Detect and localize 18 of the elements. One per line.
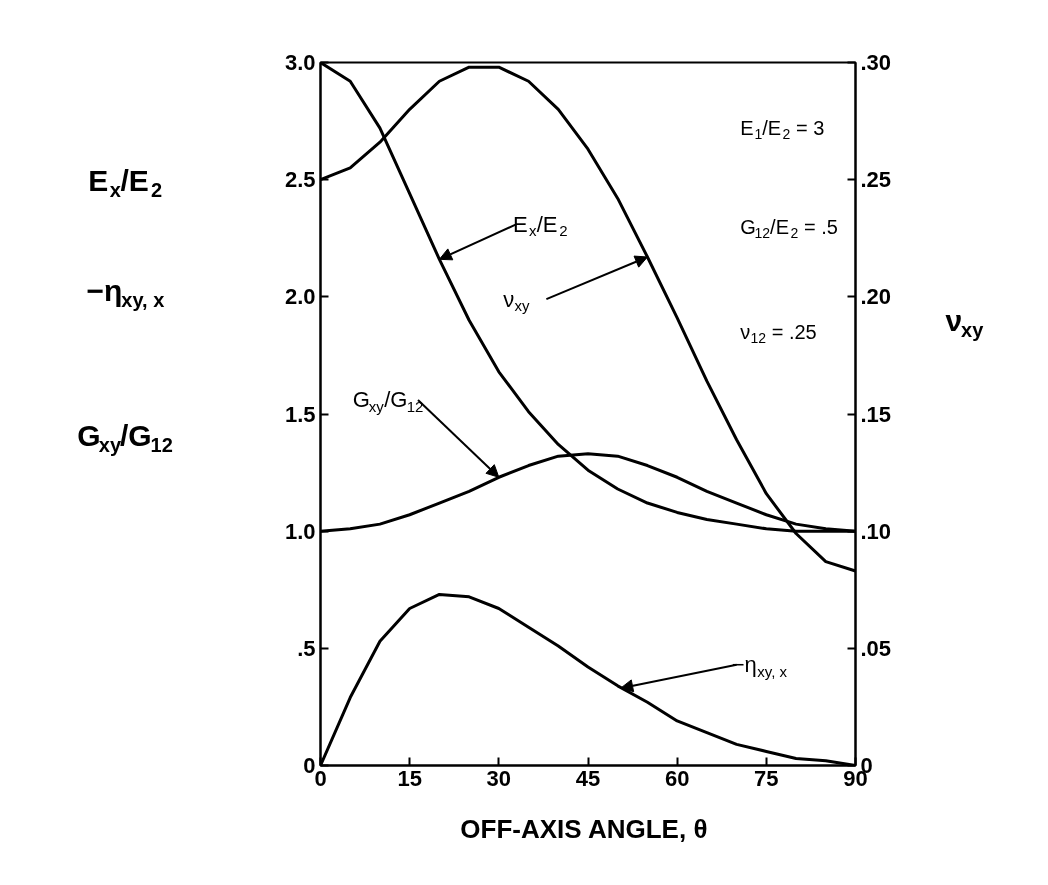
y-tick-label: 3.0	[284, 50, 316, 75]
y2-tick-label: .20	[860, 284, 892, 310]
x-tick-label: 45	[575, 765, 601, 791]
x-tick-label: 15	[397, 765, 422, 791]
y-tick-label: .5	[297, 635, 316, 661]
y-tick-label: 2.0	[284, 284, 316, 310]
y2-tick-label: .10	[860, 518, 892, 544]
y-tick-label: 1.0	[284, 518, 316, 544]
y2-tick-label: .30	[860, 50, 892, 75]
x-tick-label: 30	[486, 765, 512, 791]
x-axis-title: OFF-AXIS ANGLE, θ	[460, 813, 708, 844]
y2-tick-label: .15	[860, 401, 892, 427]
y-tick-label: 1.5	[284, 401, 316, 427]
y2-tick-label: .05	[860, 635, 892, 661]
y2-tick-label: .25	[860, 167, 892, 193]
y-tick-label: 2.5	[284, 167, 316, 193]
x-tick-label: 60	[664, 765, 690, 791]
x-tick-label: 75	[754, 765, 779, 791]
